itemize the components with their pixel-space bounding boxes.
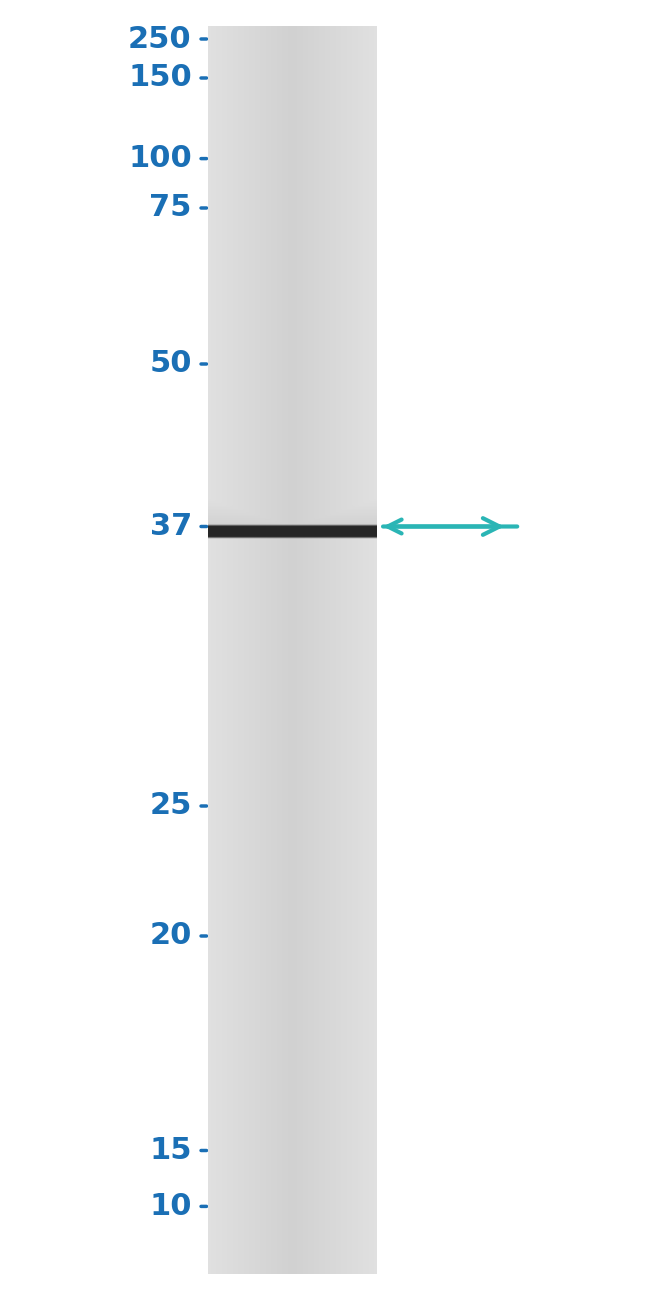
- Text: 20: 20: [150, 922, 192, 950]
- Text: 150: 150: [128, 64, 192, 92]
- Text: 100: 100: [128, 144, 192, 173]
- Text: 37: 37: [150, 512, 192, 541]
- Text: 75: 75: [150, 194, 192, 222]
- Text: 15: 15: [150, 1136, 192, 1165]
- Text: 10: 10: [150, 1192, 192, 1221]
- Text: 50: 50: [150, 350, 192, 378]
- Text: 250: 250: [128, 25, 192, 53]
- Text: 25: 25: [150, 792, 192, 820]
